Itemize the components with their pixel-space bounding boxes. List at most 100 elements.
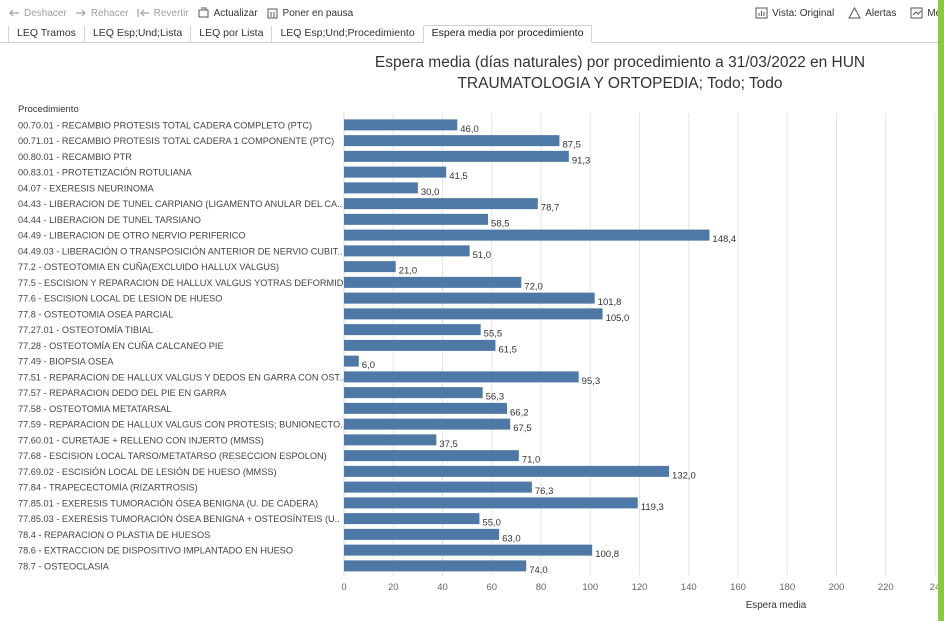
bar [344,497,638,508]
category-label: 77.85.03 - EXERESIS TUMORACIÓN ÓSEA BENI… [18,514,340,524]
value-label: 91,3 [572,155,591,166]
category-label: 78.7 - OSTEOCLASIA [18,561,110,571]
bar [344,340,495,351]
bar [344,182,418,193]
value-label: 46,0 [460,124,479,135]
category-label: 00.83.01 - PROTETIZACIÓN ROTULIANA [18,168,192,178]
bar [344,545,592,556]
category-label: 77.8 - OSTEOTOMIA OSEA PARCIAL [18,309,173,319]
bar [344,450,519,461]
value-label: 67,5 [513,423,532,434]
bar [344,419,510,430]
decorative-green-bar [938,0,944,621]
bar [344,560,526,571]
value-label: 87,5 [562,140,581,151]
bar [344,245,470,256]
category-label: 77.58 - OSTEOTOMIA METATARSAL [18,404,172,414]
category-label: 00.80.01 - RECAMBIO PTR [18,152,132,162]
category-label: 00.70.01 - RECAMBIO PROTESIS TOTAL CADER… [18,120,312,130]
bar [344,167,446,178]
category-label: 04.49.03 - LIBERACIÓN O TRANSPOSICIÓN AN… [18,246,342,256]
bar [344,403,507,414]
x-tick-label: 180 [779,582,795,593]
x-tick-label: 140 [681,582,697,593]
bar [344,371,579,382]
bar [344,529,499,540]
bar [344,356,359,367]
x-tick-label: 160 [730,582,746,593]
x-tick-label: 60 [486,582,497,593]
x-tick-label: 120 [632,582,648,593]
bar [344,135,559,146]
value-label: 74,0 [529,565,548,576]
bar [344,230,709,241]
x-tick-label: 220 [878,582,894,593]
value-label: 55,5 [484,329,503,340]
x-tick-label: 0 [341,582,346,593]
bar [344,198,538,209]
value-label: 76,3 [535,486,554,497]
category-label: 77.27.01 - OSTEOTOMÍA TIBIAL [18,325,153,335]
value-label: 56,3 [486,392,505,403]
value-label: 101,8 [598,297,622,308]
category-label: 77.84 - TRAPECECTOMÍA (RIZARTROSIS) [18,483,198,493]
bar [344,324,481,335]
category-label: 77.49 - BIOPSIA OSEA [18,357,114,367]
bar [344,261,396,272]
value-label: 105,0 [606,313,630,324]
value-label: 61,5 [498,344,516,355]
category-label: 04.07 - EXERESIS NEURINOMA [18,183,155,193]
category-label: 77.69.02 - ESCISIÓN LOCAL DE LESIÓN DE H… [18,467,277,477]
value-label: 51,0 [473,250,492,261]
category-label: 77.57 - REPARACION DEDO DEL PIE EN GARRA [18,388,227,398]
x-tick-label: 40 [437,582,448,593]
value-label: 21,0 [399,266,418,277]
category-label: 78.4 - REPARACION O PLASTIA DE HUESOS [18,530,210,540]
value-label: 148,4 [712,234,736,245]
value-label: 71,0 [522,455,541,466]
value-label: 100,8 [595,549,619,560]
bar [344,308,603,319]
value-label: 66,2 [510,407,528,418]
row-header: Procedimiento [18,104,79,115]
category-label: 00.71.01 - RECAMBIO PROTESIS TOTAL CADER… [18,136,334,146]
x-axis-title: Espera media [746,600,807,611]
category-label: 77.28 - OSTEOTOMÍA EN CUÑA CALCANEO PIE [18,341,224,351]
value-label: 37,5 [439,439,458,450]
category-label: 77.85.01 - EXERESIS TUMORACIÓN ÓSEA BENI… [18,498,318,508]
category-label: 78.6 - EXTRACCION DE DISPOSITIVO IMPLANT… [18,546,293,556]
category-label: 77.2 - OSTEOTOMIA EN CUÑA(EXCLUIDO HALLU… [18,262,279,272]
bar [344,214,488,225]
x-tick-label: 100 [582,582,598,593]
x-tick-label: 200 [829,582,845,593]
bar [344,151,569,162]
value-label: 55,0 [482,518,501,529]
bar [344,387,483,398]
value-label: 58,5 [491,218,510,229]
category-label: 77.5 - ESCISION Y REPARACION DE HALLUX V… [18,278,349,288]
x-tick-label: 80 [536,582,547,593]
bar [344,293,595,304]
x-tick-label: 20 [388,582,399,593]
category-label: 04.44 - LIBERACION DE TUNEL TARSIANO [18,215,201,225]
value-label: 72,0 [524,281,543,292]
value-label: 132,0 [672,470,696,481]
bar [344,466,669,477]
category-label: 77.59 - REPARACION DE HALLUX VALGUS CON … [18,420,345,430]
category-label: 77.68 - ESCISION LOCAL TARSO/METATARSO (… [18,451,327,461]
category-label: 77.6 - ESCISION LOCAL DE LESION DE HUESO [18,294,222,304]
bar [344,119,457,130]
bar [344,513,479,524]
value-label: 63,0 [502,533,521,544]
value-label: 30,0 [421,187,440,198]
value-label: 6,0 [362,360,375,371]
value-label: 95,3 [582,376,601,387]
bar [344,482,532,493]
category-label: 04.43 - LIBERACION DE TUNEL CARPIANO (LI… [18,199,342,209]
bar [344,434,436,445]
bar [344,277,521,288]
value-label: 78,7 [541,203,560,214]
category-label: 77.60.01 - CURETAJE + RELLENO CON INJERT… [18,435,264,445]
value-label: 119,3 [641,502,664,513]
